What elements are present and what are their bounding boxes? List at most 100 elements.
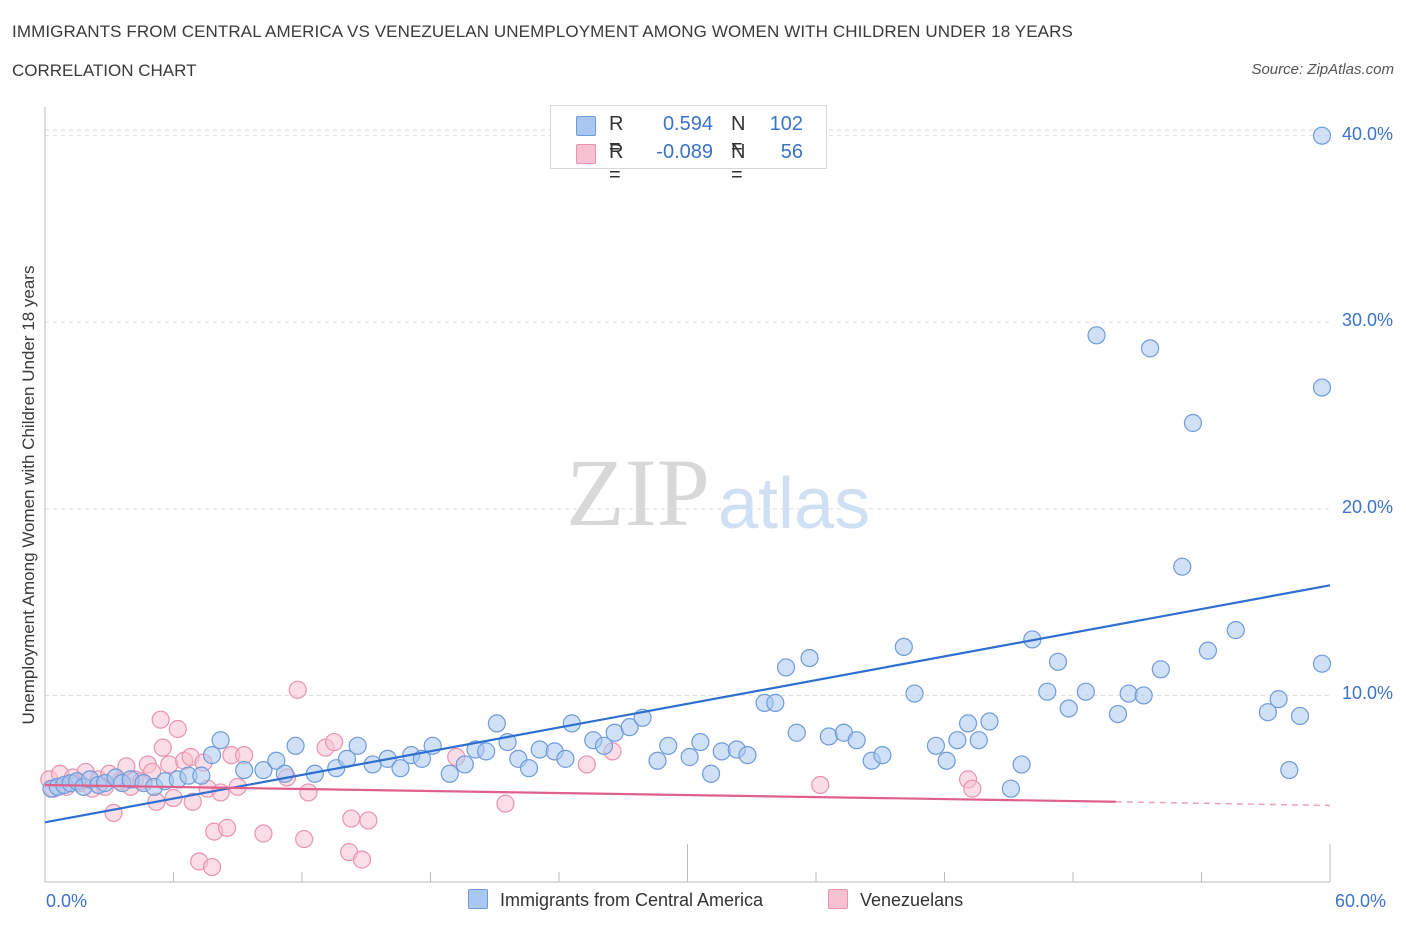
venezuelans-point <box>299 783 318 802</box>
central-america-point <box>211 731 230 750</box>
central-america-point <box>948 731 967 750</box>
central-america-point <box>556 749 575 768</box>
central-america-point <box>1280 760 1299 780</box>
chart-subtitle: CORRELATION CHART <box>12 61 197 80</box>
central-america-point <box>440 764 459 783</box>
central-america-point <box>800 648 819 668</box>
central-america-point <box>958 714 978 733</box>
x-tick-label-min: 0.0% <box>46 891 88 911</box>
axes <box>44 107 1331 883</box>
central-america-point <box>894 637 913 657</box>
venezuelans-point <box>202 857 222 877</box>
central-america-point <box>192 766 211 785</box>
venezuelans-point <box>254 824 273 843</box>
central-america-point <box>1134 686 1153 705</box>
central-america-point <box>937 751 956 770</box>
venezuelans-point <box>288 680 307 699</box>
central-america-point <box>980 712 999 731</box>
central-america-point <box>1108 704 1128 724</box>
r-value: 0.594 <box>662 113 713 135</box>
central-america-point <box>1087 326 1106 345</box>
watermark-atlas: atlas <box>718 464 870 544</box>
y-tick-label: 10.0% <box>1341 683 1393 704</box>
central-america-point <box>712 742 731 761</box>
central-america-point <box>659 736 678 755</box>
central-america-point <box>519 759 539 778</box>
central-america-point <box>1012 755 1031 774</box>
legend-label: Venezuelans <box>860 890 964 910</box>
central-america-point <box>1312 378 1332 397</box>
y-axis-title: Unemployment Among Women with Children U… <box>19 265 38 725</box>
venezuelans-point <box>811 775 830 795</box>
central-america-point <box>202 746 222 765</box>
central-america-point <box>969 731 988 750</box>
pink-swatch <box>828 889 848 909</box>
central-america-points <box>42 126 1332 798</box>
n-label: N = <box>731 113 746 158</box>
venezuelans-trend-extension <box>1115 801 1331 807</box>
central-america-point <box>1290 706 1310 726</box>
central-america-point <box>1001 779 1020 798</box>
central-america-point <box>530 740 549 759</box>
chart-title: IMMIGRANTS FROM CENTRAL AMERICA VS VENEZ… <box>12 22 1073 41</box>
grid-lines <box>45 129 1330 696</box>
central-america-point <box>1269 690 1288 709</box>
central-america-point <box>1038 682 1057 701</box>
central-america-point <box>1312 654 1332 673</box>
venezuelans-point <box>217 818 237 837</box>
venezuelans-point <box>211 783 230 802</box>
central-america-point <box>1312 126 1332 145</box>
central-america-point <box>254 760 273 780</box>
central-america-point <box>348 736 367 755</box>
central-america-point <box>787 723 806 742</box>
central-america-point <box>267 751 286 770</box>
y-tick-label: 30.0% <box>1341 310 1393 331</box>
central-america-point <box>648 751 667 770</box>
central-america-point <box>1048 652 1068 671</box>
r-label: R = <box>609 141 624 186</box>
central-america-point <box>487 714 506 733</box>
blue-swatch <box>576 116 596 136</box>
y-tick-label: 40.0% <box>1341 123 1393 144</box>
central-america-point <box>1076 682 1095 701</box>
y-tick-label: 20.0% <box>1341 496 1393 517</box>
central-america-point <box>1119 684 1138 703</box>
central-america-point <box>1226 621 1245 640</box>
central-america-point <box>235 760 254 780</box>
watermark: ZIP atlas <box>566 439 870 546</box>
central-america-point <box>819 727 838 746</box>
venezuelans-point <box>160 755 179 774</box>
pink-swatch <box>576 144 596 164</box>
central-america-point <box>1198 641 1218 660</box>
venezuelans-trend-line <box>44 783 1116 803</box>
central-america-point <box>1183 413 1203 433</box>
central-america-point <box>594 736 614 755</box>
n-value: 56 <box>780 141 803 163</box>
n-value: 102 <box>769 113 803 135</box>
central-america-point <box>1173 557 1192 576</box>
legend-label: Immigrants from Central America <box>500 890 764 910</box>
central-america-point <box>905 684 924 703</box>
venezuelans-point <box>577 755 596 774</box>
r-label: R = <box>609 113 624 158</box>
central-america-point <box>391 759 410 778</box>
central-america-point <box>1258 703 1277 722</box>
x-tick-label-max: 60.0% <box>1335 891 1387 911</box>
blue-swatch <box>468 889 488 909</box>
venezuelans-point <box>104 803 123 823</box>
central-america-point <box>691 732 710 752</box>
central-america-point <box>766 693 785 712</box>
legend-item-venezuelans: Venezuelans <box>828 889 963 911</box>
venezuelans-point <box>151 710 170 729</box>
venezuelans-point <box>168 719 187 739</box>
source-credit: Source: ZipAtlas.com <box>1251 61 1394 78</box>
n-label: N = <box>731 141 746 186</box>
venezuelans-point <box>295 829 314 849</box>
central-america-point <box>1151 660 1170 679</box>
central-america-point <box>873 746 892 765</box>
r-value: -0.089 <box>656 141 713 163</box>
central-america-trend-line <box>44 584 1331 824</box>
correlation-legend: R = 0.594 N = 102 R = -0.089 N = 56 <box>550 105 827 186</box>
central-america-point <box>1059 699 1078 718</box>
